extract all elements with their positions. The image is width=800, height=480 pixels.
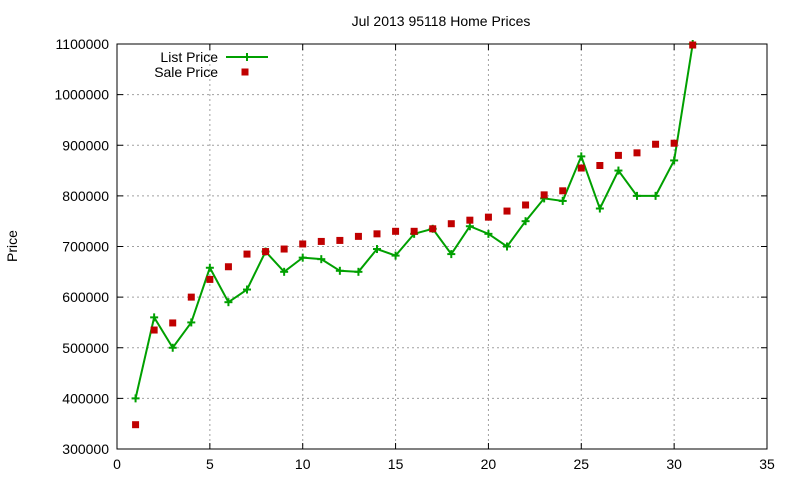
x-tick-label: 15 [388, 456, 404, 472]
series-line-list-price [134, 43, 694, 399]
y-tick-label: 1000000 [54, 87, 109, 103]
point-sale-price [169, 319, 177, 327]
point-list-price [205, 263, 214, 272]
point-sale-price [522, 201, 530, 209]
point-list-price [577, 152, 586, 161]
tick-layer: 0 5 10 15 20 25 30 35 300000 400000 500000 600000 70… [54, 36, 775, 472]
point-sale-price [354, 232, 362, 240]
x-tick-label: 5 [206, 456, 214, 472]
point-sale-price [596, 162, 604, 169]
legend: List Price Sale Price [154, 49, 268, 80]
point-list-price [670, 156, 679, 165]
point-sale-price [336, 236, 344, 244]
point-list-price [354, 267, 363, 276]
x-tick-label: 0 [113, 456, 121, 472]
y-tick-label: 800000 [62, 188, 109, 204]
point-sale-price [150, 326, 158, 334]
point-list-price [298, 253, 307, 262]
point-list-price [521, 217, 530, 226]
x-tick-label: 35 [759, 456, 775, 472]
point-list-price [243, 285, 251, 294]
point-sale-price [447, 220, 455, 228]
point-list-price [224, 298, 233, 307]
y-tick-label: 400000 [62, 390, 109, 406]
legend-label-list-price: List Price [160, 49, 218, 65]
point-sale-price [559, 187, 567, 195]
chart-title: Jul 2013 95118 Home Prices [352, 13, 531, 29]
legend-label-sale-price: Sale Price [154, 64, 218, 80]
point-sale-price [633, 149, 641, 157]
point-sale-price [577, 164, 585, 172]
point-sale-price [392, 227, 400, 235]
point-list-price [633, 191, 641, 200]
point-sale-price [262, 248, 270, 256]
point-sale-price [670, 139, 678, 147]
point-sale-price [540, 191, 548, 199]
point-sale-price [373, 230, 381, 238]
point-sale-price [224, 263, 232, 271]
y-tick-label: 900000 [62, 137, 109, 153]
x-tick-label: 20 [481, 456, 497, 472]
point-sale-price [484, 213, 492, 221]
point-list-price [131, 394, 140, 403]
point-sale-price [317, 237, 325, 245]
point-sale-price [280, 245, 288, 253]
point-sale-price [652, 140, 660, 148]
y-tick-label: 700000 [62, 239, 109, 255]
point-list-price [503, 242, 511, 251]
point-list-price [447, 250, 456, 259]
point-list-price [651, 191, 660, 200]
point-list-price [280, 267, 289, 276]
x-tick-label: 25 [573, 456, 589, 472]
point-list-price [614, 166, 623, 175]
point-sale-price [503, 207, 511, 215]
point-sale-price [410, 227, 418, 235]
point-list-price [391, 251, 400, 260]
x-tick-label: 30 [666, 456, 682, 472]
y-axis-label: Price [4, 230, 20, 262]
point-sale-price [206, 275, 214, 283]
point-list-price [595, 204, 604, 213]
point-sale-price [299, 240, 307, 248]
point-list-price [484, 229, 493, 238]
point-list-price [150, 313, 159, 322]
point-sale-price [466, 216, 474, 224]
series-layer [131, 40, 697, 429]
point-list-price [168, 343, 177, 352]
point-list-price [187, 318, 196, 327]
point-sale-price [429, 225, 437, 233]
y-tick-label: 1100000 [56, 36, 110, 52]
y-tick-label: 500000 [62, 340, 109, 356]
point-list-price [373, 245, 381, 254]
point-list-price [317, 255, 326, 264]
point-sale-price [689, 41, 697, 49]
point-sale-price [614, 151, 622, 159]
legend-swatch-sale-price [241, 68, 249, 76]
point-sale-price [187, 293, 195, 301]
y-tick-label: 600000 [62, 289, 109, 305]
x-tick-label: 10 [295, 456, 311, 472]
point-sale-price [243, 250, 251, 258]
point-list-price [558, 196, 567, 205]
point-list-price [335, 266, 344, 275]
grid-layer [117, 44, 767, 449]
point-sale-price [132, 421, 140, 429]
y-tick-label: 300000 [62, 441, 109, 457]
